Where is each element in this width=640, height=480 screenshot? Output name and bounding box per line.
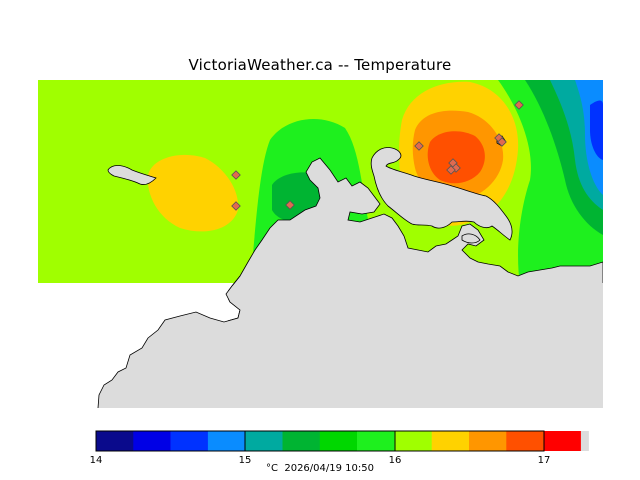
legend-swatch xyxy=(245,431,283,451)
field-contour-east-blue xyxy=(590,100,603,160)
legend-swatch xyxy=(357,431,395,451)
legend-tick-label: 17 xyxy=(537,455,551,466)
legend-swatch xyxy=(96,431,134,451)
map-title: VictoriaWeather.ca -- Temperature xyxy=(188,56,452,74)
legend-swatch xyxy=(543,431,582,451)
land-west-spit xyxy=(107,165,157,185)
legend-swatch xyxy=(580,431,589,451)
field-contour-redorange xyxy=(427,131,485,184)
land-islands xyxy=(461,233,481,244)
station-marker[interactable] xyxy=(414,141,424,151)
legend-swatch xyxy=(133,431,171,451)
station-marker[interactable] xyxy=(497,137,507,147)
timestamp: 2026/04/19 10:50 xyxy=(284,463,374,474)
station-marker[interactable] xyxy=(231,170,241,180)
station-marker[interactable] xyxy=(514,100,524,110)
field-contour-west-warm xyxy=(147,154,239,232)
legend-swatch xyxy=(506,431,544,451)
legend-tick-label: 16 xyxy=(388,455,402,466)
legend-swatch xyxy=(170,431,209,451)
legend-swatch xyxy=(207,431,246,451)
station-markers xyxy=(231,100,524,211)
legend-tick-label: 15 xyxy=(238,455,252,466)
station-marker[interactable] xyxy=(231,201,241,211)
land-lower xyxy=(98,283,603,408)
legend-swatch xyxy=(469,431,507,451)
color-legend xyxy=(95,430,589,452)
legend-unit: °C xyxy=(266,463,278,474)
legend-swatch xyxy=(319,431,358,451)
station-marker[interactable] xyxy=(285,200,295,210)
coast-lower xyxy=(97,275,241,409)
legend-swatch xyxy=(394,431,432,451)
station-marker[interactable] xyxy=(446,165,456,175)
legend-tick-label: 14 xyxy=(89,455,103,466)
legend-swatch xyxy=(431,431,470,451)
legend-swatch xyxy=(282,431,321,451)
legend-caption: °C 2026/04/19 10:50 xyxy=(0,463,640,474)
land-saanich xyxy=(370,147,513,241)
